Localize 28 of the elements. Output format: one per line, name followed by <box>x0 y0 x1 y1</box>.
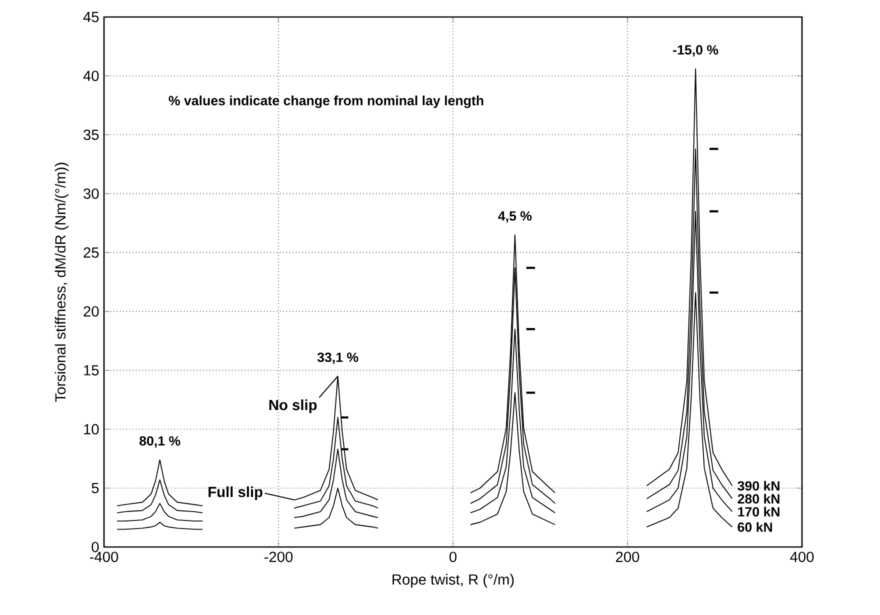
annotation: Full slip <box>208 486 262 500</box>
y-tick-label: 40 <box>83 70 99 82</box>
y-tick-label: 25 <box>84 247 99 258</box>
annotation: 33,1 % <box>317 352 358 364</box>
annotation: 80,1 % <box>140 436 180 448</box>
x-tick-label: 0 <box>449 552 456 562</box>
y-axis-title: Torsional stiffness, dM/dR (Nm/(°/m)) <box>54 162 68 402</box>
series-label: 280 kN <box>738 494 780 504</box>
y-tick-label: 10 <box>84 424 99 434</box>
y-tick-label: 0 <box>92 542 99 552</box>
y-tick-label: 5 <box>92 483 99 494</box>
annotation: -15,0 % <box>673 45 718 57</box>
y-tick-label: 35 <box>84 130 99 140</box>
x-tick-label: 200 <box>616 552 640 562</box>
x-tick-label: -200 <box>264 552 293 562</box>
legend-label: 390 kN <box>738 480 780 491</box>
y-tick-label: 20 <box>84 306 99 317</box>
y-tick-label: 30 <box>84 188 99 199</box>
annotation: No slip <box>269 399 317 414</box>
annotation: % values indicate change from nominal lay length <box>168 96 484 108</box>
annotation: 4,5 % <box>498 211 532 223</box>
y-tick-label: 15 <box>84 365 99 376</box>
x-tick-label: 400 <box>790 552 814 562</box>
series-label: 60 kN <box>738 522 772 532</box>
series-label: 170 kN <box>738 506 780 517</box>
x-tick-label: -400 <box>90 552 118 562</box>
y-tick-label: 45 <box>83 12 99 22</box>
x-axis-title: Rope twist, R (°/m) <box>392 574 514 588</box>
